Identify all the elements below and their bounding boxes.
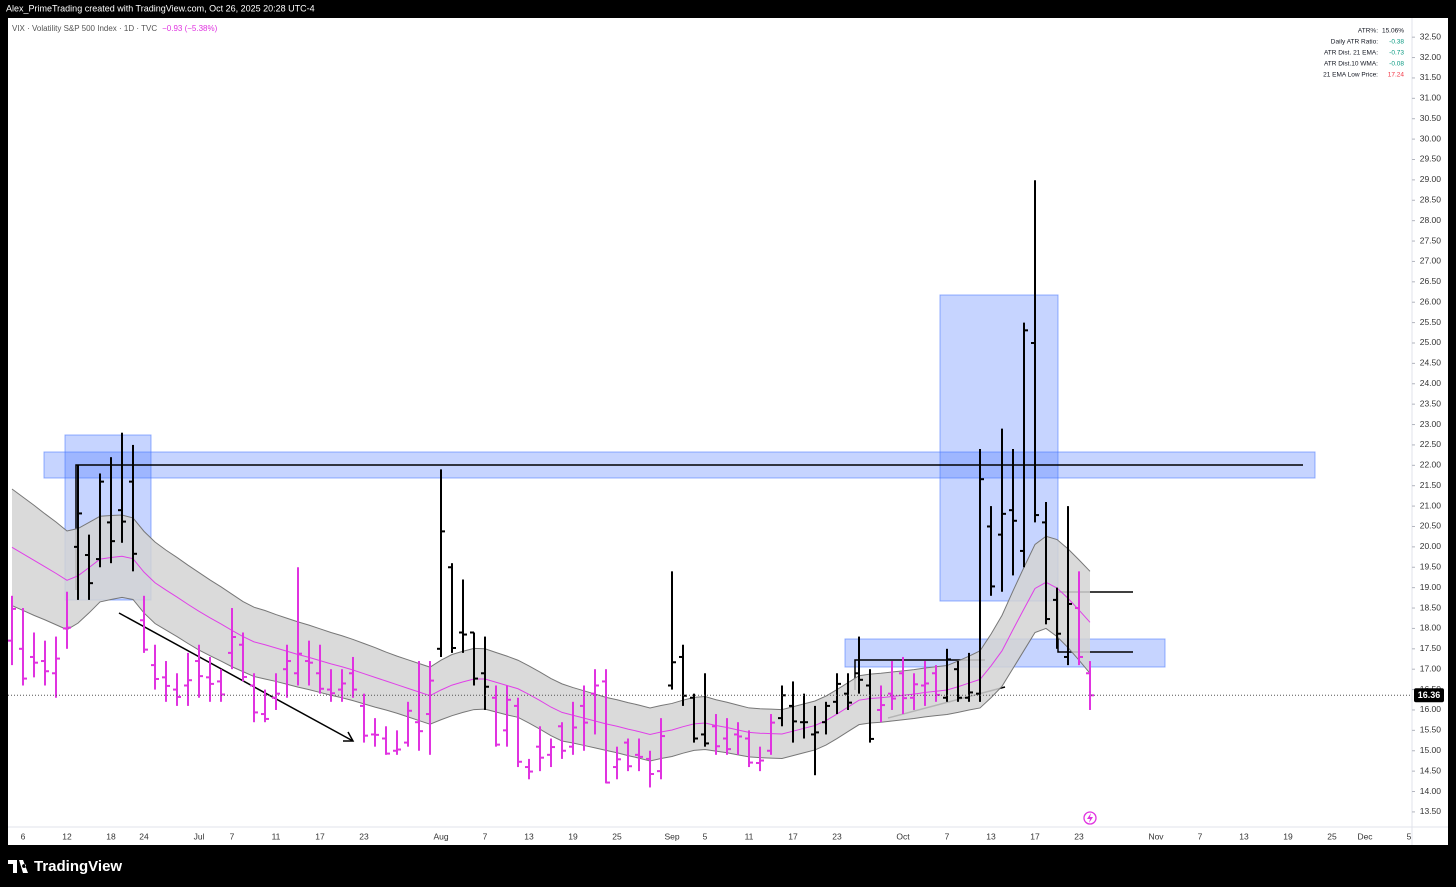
logo-mark	[8, 860, 28, 873]
alert-icon	[1083, 811, 1097, 825]
x-tick-label: 23	[1074, 831, 1084, 841]
x-tick-label: 17	[1030, 831, 1040, 841]
stat-value: -0.73	[1389, 50, 1404, 57]
y-tick-label: 32.50	[1420, 31, 1442, 41]
logo: TradingView	[8, 858, 122, 875]
trend-arrow	[118, 612, 354, 742]
y-tick-label: 26.00	[1420, 296, 1442, 306]
brand: TradingView	[34, 858, 122, 875]
y-tick-label: 30.50	[1420, 113, 1442, 123]
last-price-label: 16.36	[1418, 690, 1441, 700]
x-tick-label: 19	[1283, 831, 1293, 841]
y-tick-label: 21.00	[1420, 500, 1442, 510]
alert-circle	[1083, 811, 1097, 825]
y-tick-label: 14.50	[1420, 765, 1442, 775]
y-tick-label: 18.00	[1420, 623, 1442, 633]
y-tick-label: 16.00	[1420, 704, 1442, 714]
stat-value: 17.24	[1388, 72, 1405, 79]
x-tick-label: 11	[272, 831, 281, 841]
y-tick-label: 23.50	[1420, 398, 1442, 408]
x-tick-label: 11	[745, 831, 754, 841]
y-tick-label: 30.00	[1420, 133, 1442, 143]
y-tick-label: 27.50	[1420, 235, 1442, 245]
x-tick-label: Jul	[194, 831, 205, 841]
x-tick-label: Aug	[433, 831, 448, 841]
x-tick-label: 25	[612, 831, 622, 841]
y-tick-label: 19.00	[1420, 582, 1442, 592]
header-text: Alex_PrimeTrading created with TradingVi…	[6, 3, 315, 13]
plot	[8, 180, 1094, 788]
x-tick-label: 24	[139, 831, 149, 841]
stat-label: ATR Dist. 21 EMA:	[1324, 50, 1378, 57]
x-tick-label: 12	[62, 831, 72, 841]
x-tick-label: 13	[1239, 831, 1249, 841]
y-tick-label: 31.00	[1420, 93, 1442, 103]
y-tick-label: 14.00	[1420, 786, 1442, 796]
y-tick-label: 21.50	[1420, 480, 1442, 490]
y-tick-label: 31.50	[1420, 72, 1442, 82]
y-tick-label: 28.50	[1420, 195, 1442, 205]
y-tick-label: 29.00	[1420, 174, 1442, 184]
legend-title: VIX · Volatility S&P 500 Index · 1D · TV…	[12, 24, 157, 33]
x-tick-label: 5	[1407, 831, 1412, 841]
y-tick-label: 22.00	[1420, 460, 1442, 470]
x-tick-label: Nov	[1148, 831, 1164, 841]
y-tick-label: 13.50	[1420, 806, 1442, 816]
y-tick-label: 25.50	[1420, 317, 1442, 327]
x-tick-label: 7	[1198, 831, 1203, 841]
stat-label: Daily ATR Ratio:	[1331, 39, 1378, 46]
x-tick-label: 7	[230, 831, 235, 841]
y-tick-label: 25.00	[1420, 337, 1442, 347]
x-tick-label: 23	[359, 831, 369, 841]
y-tick-label: 17.50	[1420, 643, 1442, 653]
band-lower	[11, 596, 1091, 762]
legend: VIX · Volatility S&P 500 Index · 1D · TV…	[12, 24, 218, 33]
x-tick-label: 19	[568, 831, 578, 841]
y-tick-label: 17.00	[1420, 663, 1442, 673]
x-tick-label: 17	[315, 831, 325, 841]
stat-label: ATR Dist.10 WMA:	[1324, 61, 1378, 68]
x-tick-label: 7	[945, 831, 950, 841]
x-tick-label: 13	[524, 831, 534, 841]
x-tick-label: 5	[703, 831, 708, 841]
x-tick-label: 13	[986, 831, 996, 841]
x-tick-label: 6	[21, 831, 26, 841]
y-tick-label: 23.00	[1420, 419, 1442, 429]
y-tick-label: 29.50	[1420, 154, 1442, 164]
x-tick-label: 7	[483, 831, 488, 841]
x-tick-label: Dec	[1357, 831, 1373, 841]
y-tick-label: 20.00	[1420, 541, 1442, 551]
x-tick-label: 17	[788, 831, 798, 841]
y-tick-label: 27.00	[1420, 256, 1442, 266]
y-tick-label: 19.50	[1420, 562, 1442, 572]
arrow-head	[343, 731, 355, 742]
stat-label: 21 EMA Low Price:	[1323, 72, 1378, 79]
y-tick-label: 26.50	[1420, 276, 1442, 286]
x-tick-label: Sep	[664, 831, 679, 841]
y-tick-label: 24.50	[1420, 358, 1442, 368]
y-tick-label: 15.00	[1420, 745, 1442, 755]
last-price-box	[1414, 688, 1444, 703]
ema-line	[11, 546, 1091, 735]
band-upper	[11, 488, 1091, 711]
y-tick-label: 28.00	[1420, 215, 1442, 225]
y-tick-label: 18.50	[1420, 602, 1442, 612]
y-tick-label: 32.00	[1420, 52, 1442, 62]
stat-label: ATR%:	[1358, 28, 1378, 35]
legend-change: −0.93 (−5.38%)	[162, 24, 217, 33]
x-tick-label: Oct	[896, 831, 910, 841]
stat-value: -0.08	[1389, 61, 1404, 68]
y-tick-label: 24.00	[1420, 378, 1442, 388]
x-tick-label: 18	[106, 831, 116, 841]
y-tick-label: 15.50	[1420, 725, 1442, 735]
x-tick-label: 23	[832, 831, 842, 841]
y-tick-label: 20.50	[1420, 521, 1442, 531]
y-tick-label: 22.50	[1420, 439, 1442, 449]
stat-value: -0.38	[1389, 39, 1404, 46]
x-tick-label: 25	[1327, 831, 1337, 841]
stat-value: 15.06%	[1382, 28, 1404, 35]
alert-bolt	[1087, 813, 1093, 823]
